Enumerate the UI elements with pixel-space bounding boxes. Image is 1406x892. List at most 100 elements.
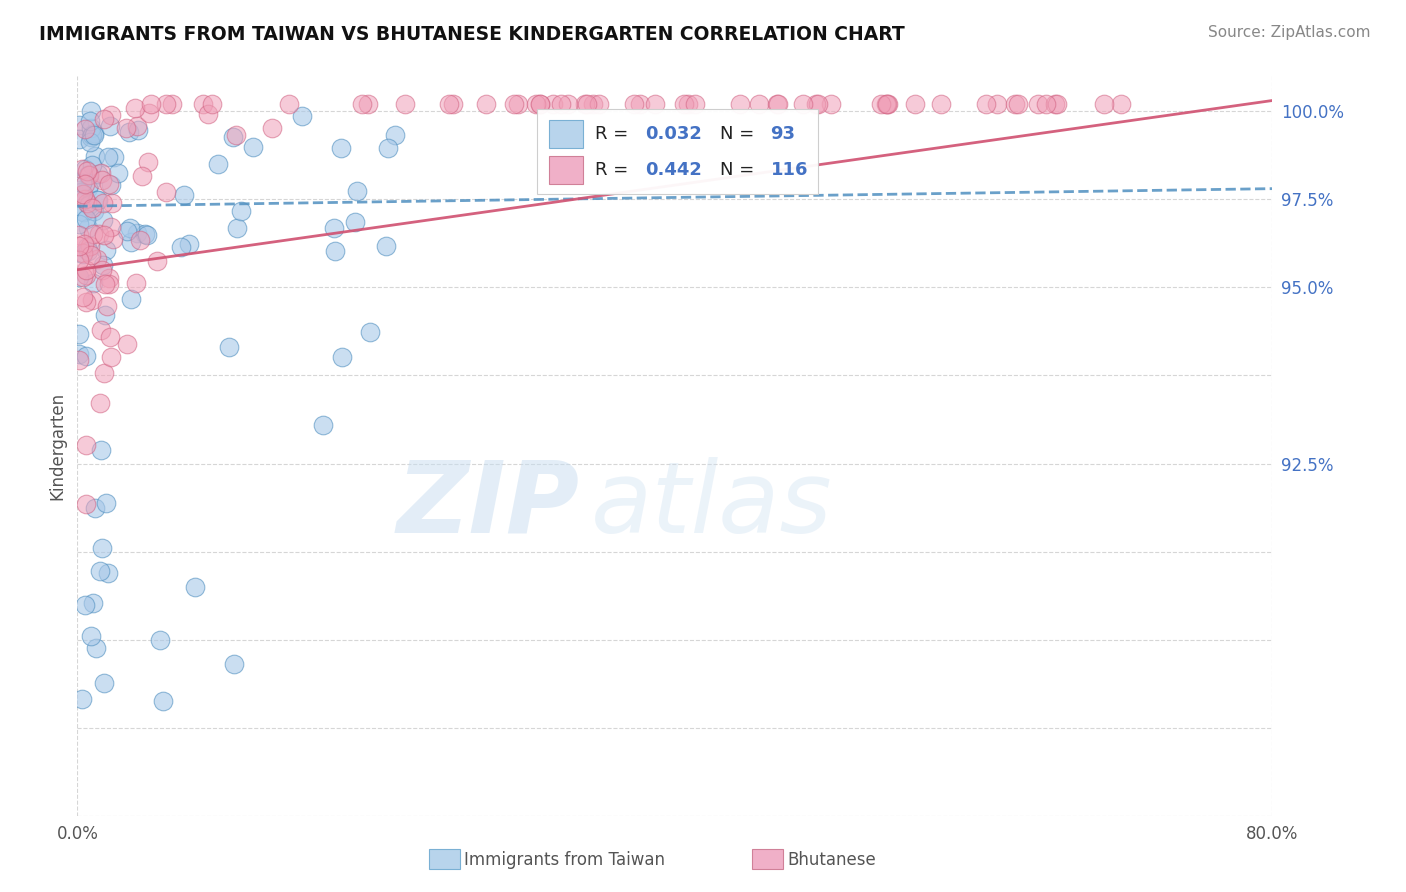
Point (67, 217, 90, 231)
Point (242, 140, 264, 154)
Point (576, 97, 599, 112)
Point (931, 97, 953, 112)
Point (100, 178, 122, 193)
Point (344, 215, 367, 229)
Text: 0.032: 0.032 (645, 125, 702, 143)
Point (89, 396, 111, 410)
Point (76, 240, 98, 254)
Point (765, 97, 787, 112)
Point (67, 119, 90, 133)
Point (76, 221, 98, 235)
Point (101, 196, 124, 211)
Point (529, 97, 551, 112)
Point (91, 258, 114, 272)
Point (222, 129, 245, 144)
Point (177, 237, 200, 252)
Point (67, 327, 90, 342)
Point (73, 122, 96, 136)
Point (67, 347, 90, 361)
Point (384, 128, 406, 143)
Point (82, 276, 104, 290)
Point (72, 270, 94, 285)
Point (97, 150, 120, 164)
Point (89, 564, 111, 578)
Point (69, 185, 91, 199)
Point (80, 201, 103, 215)
Point (807, 97, 830, 112)
Point (173, 187, 195, 202)
Point (98, 270, 121, 285)
Point (1043, 97, 1066, 112)
Point (69, 270, 91, 285)
Point (152, 694, 174, 708)
Point (628, 97, 651, 112)
Point (72, 247, 94, 261)
Point (120, 293, 142, 307)
Point (82, 596, 104, 610)
Point (524, 97, 547, 112)
Text: atlas: atlas (592, 457, 832, 554)
Point (529, 97, 551, 112)
Point (155, 97, 177, 112)
Point (115, 121, 138, 136)
Point (207, 157, 229, 171)
Text: N =: N = (720, 161, 761, 178)
Point (93, 112, 115, 127)
Point (1007, 97, 1029, 112)
Point (67, 252, 90, 267)
Point (201, 97, 224, 112)
Point (73, 205, 96, 219)
Point (146, 254, 169, 268)
Point (877, 97, 900, 112)
Point (77, 169, 100, 183)
Text: ZIP: ZIP (396, 457, 579, 554)
Text: 116: 116 (770, 161, 808, 178)
Point (359, 325, 381, 339)
Point (90, 263, 112, 277)
Point (437, 97, 460, 112)
Point (72, 246, 94, 260)
Text: Source: ZipAtlas.com: Source: ZipAtlas.com (1208, 25, 1371, 40)
Point (75, 497, 97, 511)
Point (134, 227, 156, 241)
Point (550, 97, 572, 112)
Point (222, 657, 245, 671)
Point (1109, 97, 1132, 112)
Point (94, 308, 117, 322)
Point (875, 97, 897, 112)
Point (131, 169, 153, 184)
Point (820, 97, 842, 112)
Point (581, 97, 603, 112)
Point (73, 193, 96, 207)
Point (91, 173, 114, 187)
Point (218, 340, 240, 354)
Point (70, 177, 93, 191)
Point (394, 97, 416, 112)
Point (1035, 97, 1057, 112)
Point (84, 501, 107, 516)
Point (80, 121, 103, 136)
Point (101, 232, 124, 246)
Point (118, 125, 141, 139)
Point (82, 227, 104, 241)
Point (73, 178, 96, 192)
Point (93, 366, 115, 380)
Point (441, 97, 464, 112)
Point (503, 97, 526, 112)
Point (346, 185, 368, 199)
Point (86, 641, 108, 656)
Point (76, 195, 98, 210)
Point (197, 107, 219, 121)
Point (100, 350, 122, 364)
Point (82, 293, 104, 307)
Point (98, 330, 121, 344)
Point (83, 127, 105, 141)
Point (72, 162, 94, 177)
Point (1004, 97, 1026, 112)
Point (75, 294, 97, 309)
Point (80, 629, 103, 643)
Point (93, 227, 115, 242)
Point (136, 228, 159, 243)
Point (352, 97, 374, 112)
Point (225, 220, 247, 235)
